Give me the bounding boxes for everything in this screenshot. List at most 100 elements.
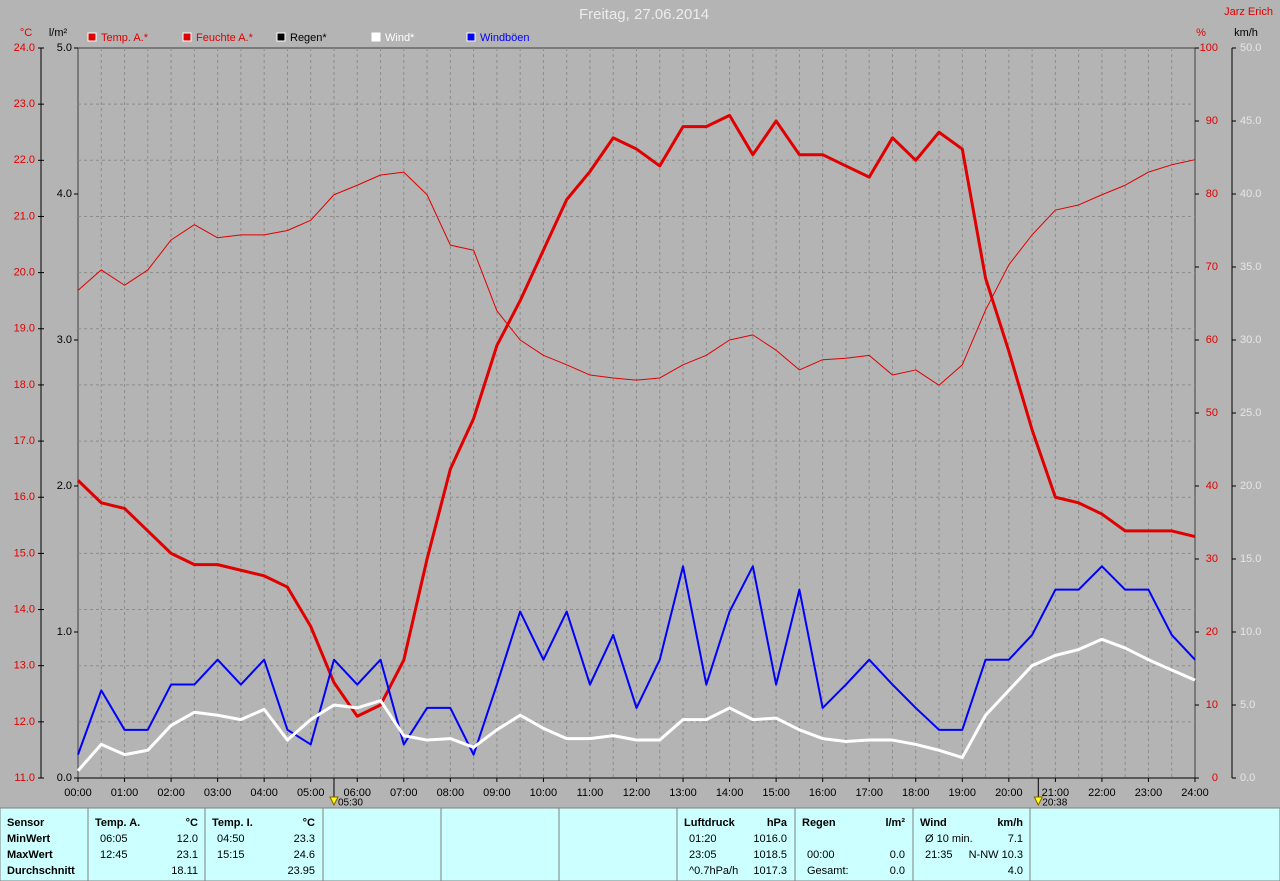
y3-tick-label: 40.0 (1240, 188, 1261, 200)
stats-panel (0, 807, 1280, 881)
stat-value: 04:50 (217, 833, 245, 845)
stat-unit: l/m² (885, 817, 905, 829)
rain-tick-label: 0.0 (57, 772, 72, 784)
y3-tick-label: 20.0 (1240, 480, 1261, 492)
stat-value: 0.0 (890, 865, 905, 877)
stat-value: 15:15 (217, 849, 245, 861)
stat-unit: °C (186, 817, 198, 829)
axis-unit: l/m² (49, 27, 68, 39)
stat-value: 12.0 (177, 833, 198, 845)
legend-swatch (87, 32, 97, 42)
x-tick-label: 06:00 (343, 787, 371, 799)
x-tick-label: 18:00 (902, 787, 930, 799)
marker-label: 05:30 (338, 798, 363, 809)
x-tick-label: 00:00 (64, 787, 92, 799)
stat-value: 23.1 (177, 849, 198, 861)
x-tick-label: 12:00 (623, 787, 651, 799)
stat-value: 00:00 (807, 849, 835, 861)
y2-tick-label: 20 (1206, 626, 1218, 638)
rain-tick-label: 4.0 (57, 188, 72, 200)
stat-value: N-NW 10.3 (969, 849, 1023, 861)
stat-value: 7.1 (1008, 833, 1023, 845)
x-tick-label: 22:00 (1088, 787, 1116, 799)
stat-header: Wind (920, 817, 947, 829)
stat-header: Temp. I. (212, 817, 253, 829)
y3-tick-label: 25.0 (1240, 407, 1261, 419)
rain-tick-label: 1.0 (57, 626, 72, 638)
y-tick-label: 17.0 (14, 435, 35, 447)
series-line (77, 565, 1196, 756)
y-tick-label: 15.0 (14, 547, 35, 559)
y2-tick-label: 10 (1206, 699, 1218, 711)
marker-icon (1033, 796, 1044, 807)
y2-tick-label: 90 (1206, 115, 1218, 127)
x-tick-label: 20:00 (995, 787, 1023, 799)
legend-swatch (182, 32, 192, 42)
stat-header: Regen (802, 817, 836, 829)
x-tick-label: 19:00 (949, 787, 977, 799)
y-tick-label: 21.0 (14, 210, 35, 222)
stat-unit: °C (303, 817, 315, 829)
legend-swatch (466, 32, 476, 42)
x-tick-label: 11:00 (577, 787, 604, 799)
chart-title: Freitag, 27.06.2014 (579, 6, 709, 23)
y-tick-label: 12.0 (14, 716, 35, 728)
y-tick-label: 18.0 (14, 379, 35, 391)
x-tick-label: 24:00 (1181, 787, 1209, 799)
stat-value: 23.3 (294, 833, 315, 845)
legend-swatch (371, 32, 381, 42)
legend-label: Temp. A.* (101, 32, 149, 44)
y3-tick-label: 35.0 (1240, 261, 1261, 273)
y3-tick-label: 15.0 (1240, 553, 1261, 565)
stat-value: 01:20 (689, 833, 717, 845)
rain-tick-label: 5.0 (57, 42, 72, 54)
stat-label: MinWert (7, 833, 51, 845)
stat-value: 1018.5 (753, 849, 787, 861)
y-tick-label: 20.0 (14, 267, 35, 279)
stat-header: Luftdruck (684, 817, 736, 829)
y2-tick-label: 60 (1206, 334, 1218, 346)
legend-label: Wind* (385, 32, 415, 44)
stat-unit: hPa (767, 817, 788, 829)
x-tick-label: 21:00 (1042, 787, 1070, 799)
legend-swatch (276, 32, 286, 42)
stat-label: MaxWert (7, 849, 53, 861)
y3-tick-label: 5.0 (1240, 699, 1255, 711)
x-tick-label: 01:00 (111, 787, 139, 799)
x-tick-label: 02:00 (157, 787, 185, 799)
y-tick-label: 13.0 (14, 660, 35, 672)
stat-value: 0.0 (890, 849, 905, 861)
y2-tick-label: 80 (1206, 188, 1218, 200)
y3-tick-label: 30.0 (1240, 334, 1261, 346)
x-tick-label: 13:00 (669, 787, 697, 799)
stat-value: 21:35 (925, 849, 953, 861)
x-tick-label: 23:00 (1135, 787, 1163, 799)
stat-value: 06:05 (100, 833, 128, 845)
author: Jarz Erich (1224, 6, 1273, 18)
marker-icon (329, 796, 339, 807)
y3-tick-label: 45.0 (1240, 115, 1261, 127)
x-tick-label: 07:00 (390, 787, 418, 799)
y-tick-label: 19.0 (14, 323, 35, 335)
stat-value: Ø 10 min. (925, 833, 973, 845)
y-tick-label: 23.0 (14, 98, 35, 110)
stat-label: Sensor (7, 817, 45, 829)
stat-unit: km/h (997, 817, 1023, 829)
y-tick-label: 11.0 (14, 772, 35, 784)
x-tick-label: 08:00 (437, 787, 465, 799)
y2-tick-label: 0 (1212, 772, 1218, 784)
stat-header: Temp. A. (95, 817, 140, 829)
y2-tick-label: 50 (1206, 407, 1218, 419)
stat-value: 1016.0 (753, 833, 787, 845)
axis-unit: km/h (1234, 27, 1258, 39)
stat-value: 18.11 (171, 865, 198, 877)
y2-tick-label: 70 (1206, 261, 1218, 273)
x-tick-label: 03:00 (204, 787, 232, 799)
y2-tick-label: 100 (1200, 42, 1218, 54)
y-tick-label: 14.0 (14, 603, 35, 615)
stat-value: 23:05 (689, 849, 717, 861)
y3-tick-label: 10.0 (1240, 626, 1261, 638)
y-tick-label: 22.0 (14, 154, 35, 166)
